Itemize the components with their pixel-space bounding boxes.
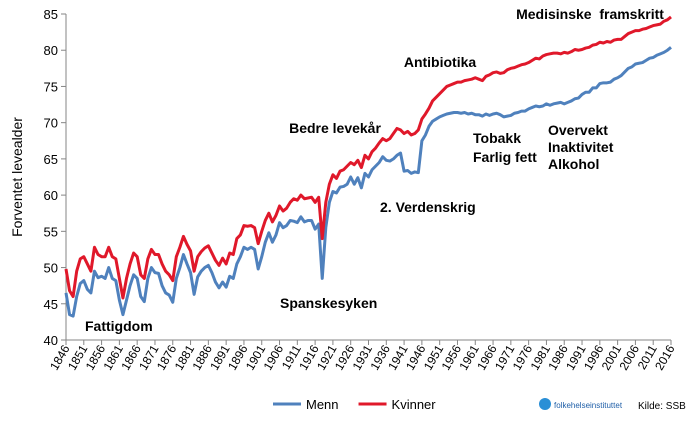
logo-icon	[539, 398, 551, 410]
y-tick-label: 55	[44, 224, 58, 239]
y-tick-label: 50	[44, 261, 58, 276]
annotation: Bedre levekår	[289, 120, 381, 136]
x-tick-label: 2016	[652, 342, 678, 372]
logo-text: folkehelseinstituttet	[554, 401, 623, 410]
annotation: Medisinske framskritt	[516, 6, 664, 22]
y-tick-label: 75	[44, 79, 58, 94]
source: Kilde: SSB	[638, 401, 686, 412]
y-tick-label: 80	[44, 43, 58, 58]
annotation: 2. Verdenskrig	[380, 199, 476, 215]
y-tick-label: 45	[44, 297, 58, 312]
logo: folkehelseinstituttet	[539, 398, 623, 410]
series-line	[64, 15, 672, 300]
series-line	[64, 46, 672, 318]
legend-label: Kvinner	[392, 397, 437, 412]
annotation: Tobakk	[473, 130, 521, 146]
annotation: Spanskesyken	[280, 295, 377, 311]
y-axis-label: Forventet levealder	[9, 117, 25, 237]
annotation: Overvekt	[548, 122, 608, 138]
y-tick-label: 65	[44, 152, 58, 167]
annotation: Antibiotika	[404, 54, 477, 70]
y-tick-label: 85	[44, 7, 58, 22]
annotation: Farlig fett	[473, 149, 537, 165]
y-tick-label: 70	[44, 116, 58, 131]
annotation: Fattigdom	[85, 318, 153, 334]
y-tick-label: 60	[44, 188, 58, 203]
annotation: Alkohol	[548, 156, 599, 172]
legend-label: Menn	[306, 397, 339, 412]
annotation: Inaktivitet	[548, 139, 614, 155]
y-tick-label: 40	[44, 333, 58, 348]
